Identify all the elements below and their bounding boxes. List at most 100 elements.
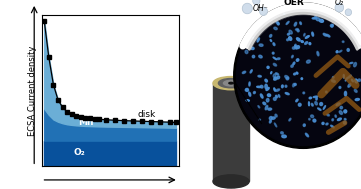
Ellipse shape [349, 62, 353, 64]
Ellipse shape [273, 98, 276, 100]
Ellipse shape [218, 79, 244, 88]
Ellipse shape [292, 83, 295, 87]
Ellipse shape [343, 74, 344, 78]
Ellipse shape [326, 123, 328, 125]
Ellipse shape [275, 73, 279, 75]
Ellipse shape [265, 79, 268, 82]
Ellipse shape [286, 21, 289, 24]
Text: OER: OER [284, 0, 305, 7]
Ellipse shape [316, 97, 317, 100]
Ellipse shape [339, 86, 341, 88]
Ellipse shape [313, 96, 318, 98]
Ellipse shape [282, 135, 286, 138]
Ellipse shape [246, 100, 249, 101]
Ellipse shape [265, 84, 268, 89]
Ellipse shape [303, 92, 305, 94]
Ellipse shape [273, 74, 276, 77]
Ellipse shape [245, 88, 248, 91]
Ellipse shape [301, 78, 303, 79]
Ellipse shape [305, 36, 309, 38]
Ellipse shape [312, 32, 314, 36]
Ellipse shape [295, 44, 297, 49]
Ellipse shape [249, 92, 251, 96]
Ellipse shape [223, 80, 239, 86]
Ellipse shape [274, 88, 275, 91]
Ellipse shape [313, 119, 316, 122]
Ellipse shape [322, 122, 324, 125]
Ellipse shape [296, 59, 299, 61]
Ellipse shape [296, 72, 298, 74]
Ellipse shape [294, 22, 297, 26]
Ellipse shape [229, 82, 233, 84]
Ellipse shape [251, 47, 254, 50]
Ellipse shape [296, 99, 298, 102]
Ellipse shape [291, 65, 293, 67]
Ellipse shape [344, 110, 347, 113]
Ellipse shape [309, 119, 310, 120]
Ellipse shape [289, 37, 292, 40]
Ellipse shape [276, 89, 280, 91]
Ellipse shape [296, 38, 300, 41]
Ellipse shape [265, 105, 268, 110]
Ellipse shape [297, 29, 299, 32]
Ellipse shape [285, 75, 289, 79]
Ellipse shape [323, 33, 327, 36]
Ellipse shape [242, 71, 246, 74]
Ellipse shape [213, 77, 249, 90]
Ellipse shape [289, 118, 291, 121]
Circle shape [236, 6, 361, 146]
Ellipse shape [309, 43, 311, 45]
Ellipse shape [326, 91, 327, 93]
Text: Mn: Mn [78, 118, 93, 127]
Ellipse shape [260, 85, 263, 88]
Ellipse shape [284, 13, 286, 16]
Ellipse shape [259, 119, 261, 120]
Ellipse shape [249, 82, 250, 86]
Ellipse shape [257, 38, 260, 42]
Ellipse shape [294, 83, 296, 86]
Ellipse shape [358, 79, 361, 81]
Ellipse shape [275, 114, 277, 117]
Ellipse shape [355, 98, 360, 101]
Ellipse shape [318, 108, 321, 110]
Circle shape [345, 9, 352, 16]
Ellipse shape [267, 66, 269, 68]
Ellipse shape [331, 25, 333, 27]
Ellipse shape [300, 22, 301, 25]
Ellipse shape [266, 88, 269, 90]
Ellipse shape [332, 119, 334, 121]
Ellipse shape [309, 97, 312, 99]
Ellipse shape [253, 38, 255, 41]
Ellipse shape [266, 98, 269, 102]
Ellipse shape [310, 115, 314, 118]
Ellipse shape [327, 114, 329, 116]
Ellipse shape [311, 103, 313, 106]
Ellipse shape [273, 57, 277, 60]
Ellipse shape [301, 41, 303, 43]
Ellipse shape [245, 88, 249, 91]
Ellipse shape [316, 18, 320, 21]
Ellipse shape [274, 77, 276, 79]
Ellipse shape [335, 115, 336, 117]
Ellipse shape [245, 50, 248, 54]
Ellipse shape [295, 45, 297, 49]
Ellipse shape [348, 75, 351, 78]
Ellipse shape [339, 50, 342, 52]
Y-axis label: ECSA Current density: ECSA Current density [29, 46, 37, 136]
Ellipse shape [259, 44, 263, 46]
Ellipse shape [298, 103, 301, 106]
Ellipse shape [275, 95, 278, 98]
Ellipse shape [271, 72, 272, 74]
Ellipse shape [286, 77, 289, 80]
Ellipse shape [315, 101, 317, 105]
Ellipse shape [305, 133, 309, 137]
Ellipse shape [315, 16, 317, 18]
Ellipse shape [277, 58, 280, 60]
Ellipse shape [285, 85, 287, 87]
Ellipse shape [213, 175, 249, 188]
Ellipse shape [326, 34, 330, 37]
Ellipse shape [280, 132, 283, 134]
Ellipse shape [269, 120, 271, 123]
Ellipse shape [303, 124, 305, 126]
Polygon shape [213, 83, 249, 181]
